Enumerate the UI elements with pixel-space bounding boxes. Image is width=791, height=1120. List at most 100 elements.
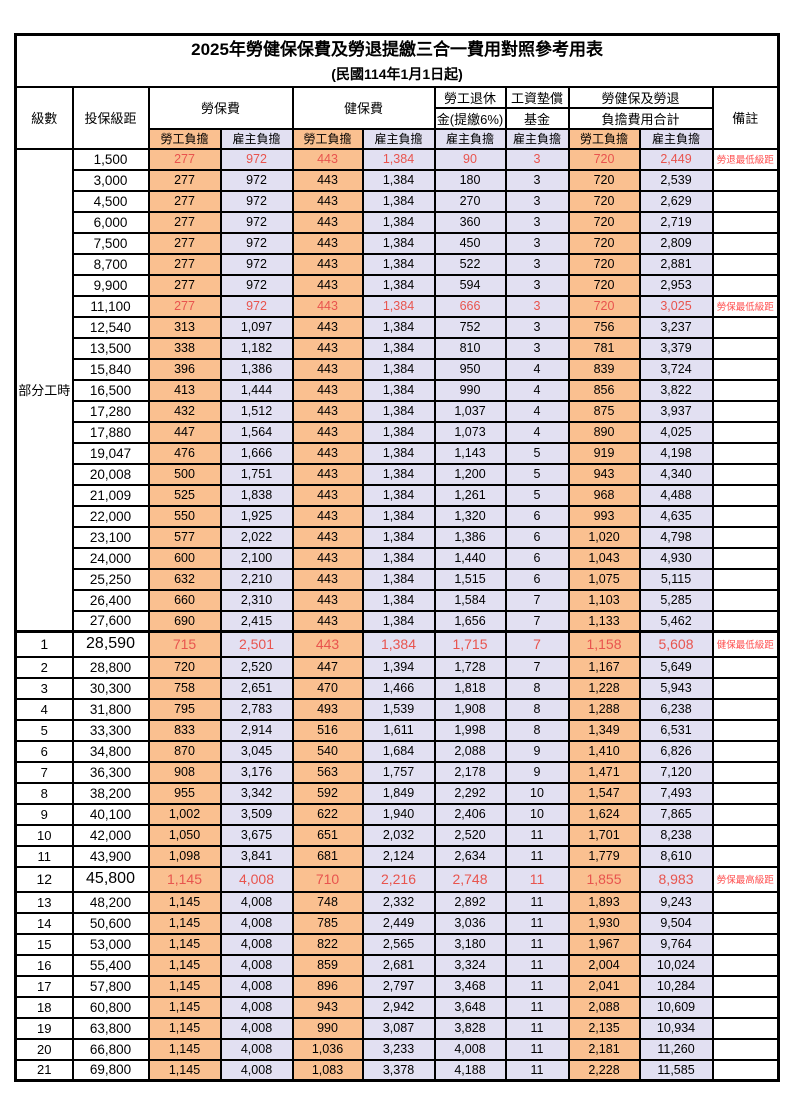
cell-level: 15	[14, 932, 74, 956]
cell-bracket: 11,100	[71, 294, 150, 318]
cell-wage-fund-employer: 11	[504, 953, 570, 977]
cell-bracket: 22,000	[71, 504, 150, 528]
cell-bracket: 38,200	[71, 781, 150, 805]
cell-health-employer: 1,384	[361, 357, 436, 381]
cell-wage-fund-employer: 9	[504, 739, 570, 763]
cell-wage-fund-employer: 3	[504, 252, 570, 276]
cell-health-employee: 822	[291, 932, 364, 956]
cell-total-employee: 720	[567, 273, 641, 297]
cell-wage-fund-employer: 6	[504, 525, 570, 549]
cell-total-employer: 2,629	[638, 189, 714, 213]
cell-level: 18	[14, 995, 74, 1019]
cell-health-employer: 1,384	[361, 231, 436, 255]
cell-total-employee: 1,855	[567, 865, 641, 893]
cell-health-employer: 1,384	[361, 336, 436, 360]
cell-total-employee: 1,410	[567, 739, 641, 763]
header-row-3: 勞工負擔 雇主負擔 勞工負擔 雇主負擔 雇主負擔 雇主負擔 勞工負擔 雇主負擔	[16, 127, 779, 150]
cell-labor-employer: 4,008	[219, 865, 294, 893]
cell-total-employee: 1,103	[567, 588, 641, 612]
table-row: 13,500 338 1,182 443 1,384 810 3 781 3,379	[16, 336, 780, 360]
cell-total-employee: 943	[567, 462, 641, 486]
cell-health-employee: 651	[291, 823, 364, 847]
cell-health-employee: 443	[291, 147, 364, 171]
table-body: 部分工時 1,500 277 972 443 1,384 90 3 720 2,449 勞退最低級距…	[14, 147, 780, 1082]
cell-remark	[711, 525, 780, 549]
cell-total-employer: 7,865	[638, 802, 714, 826]
table-row: 21 69,800 1,145 4,008 1,083 3,378 4,188 11 2,228…	[14, 1058, 780, 1082]
cell-total-employee: 2,041	[567, 974, 641, 998]
cell-bracket: 13,500	[71, 336, 150, 360]
cell-labor-employee: 577	[147, 525, 222, 549]
cell-labor-employee: 1,050	[147, 823, 222, 847]
cell-health-employee: 443	[291, 315, 364, 339]
cell-level: 13	[14, 890, 74, 914]
cell-pension-employer: 180	[433, 168, 507, 192]
cell-labor-employer: 3,509	[219, 802, 294, 826]
cell-wage-fund-employer: 11	[504, 995, 570, 1019]
cell-health-employer: 1,384	[361, 168, 436, 192]
cell-wage-fund-employer: 10	[504, 802, 570, 826]
cell-total-employer: 6,531	[638, 718, 714, 742]
cell-labor-employer: 1,182	[219, 336, 294, 360]
part-time-merged-cell: 部分工時	[14, 147, 74, 633]
cell-total-employer: 3,724	[638, 357, 714, 381]
cell-total-employer: 9,504	[638, 911, 714, 935]
cell-remark	[711, 567, 780, 591]
cell-pension-employer: 3,648	[433, 995, 507, 1019]
header-wage-fund-line1: 工資墊償	[504, 85, 570, 108]
cell-labor-employer: 4,008	[219, 974, 294, 998]
cell-pension-employer: 810	[433, 336, 507, 360]
cell-wage-fund-employer: 11	[504, 932, 570, 956]
cell-remark	[711, 655, 780, 679]
cell-total-employer: 8,983	[638, 865, 714, 893]
cell-total-employer: 2,881	[638, 252, 714, 276]
cell-health-employer: 3,087	[361, 1016, 436, 1040]
cell-pension-employer: 1,818	[433, 676, 507, 700]
cell-bracket: 36,300	[71, 760, 150, 784]
cell-total-employee: 1,228	[567, 676, 641, 700]
cell-total-employer: 3,237	[638, 315, 714, 339]
cell-health-employee: 785	[291, 911, 364, 935]
cell-pension-employer: 3,180	[433, 932, 507, 956]
title-cell: 2025年勞健保保費及勞退提繳三合一費用對照參考用表 (民國114年1月1日起)	[14, 33, 780, 88]
cell-remark	[711, 378, 780, 402]
cell-health-employer: 1,466	[361, 676, 436, 700]
cell-health-employee: 443	[291, 483, 364, 507]
table-row: 3,000 277 972 443 1,384 180 3 720 2,539	[16, 168, 780, 192]
cell-health-employer: 1,940	[361, 802, 436, 826]
cell-health-employer: 1,384	[361, 189, 436, 213]
page-title: 2025年勞健保保費及勞退提繳三合一費用對照參考用表	[191, 39, 603, 59]
cell-labor-employer: 972	[219, 147, 294, 171]
cell-remark	[711, 760, 780, 784]
cell-level: 6	[14, 739, 74, 763]
cell-health-employee: 443	[291, 546, 364, 570]
cell-health-employer: 1,384	[361, 525, 436, 549]
cell-total-employer: 5,285	[638, 588, 714, 612]
cell-bracket: 34,800	[71, 739, 150, 763]
cell-total-employer: 3,822	[638, 378, 714, 402]
cell-total-employer: 11,585	[638, 1058, 714, 1082]
cell-labor-employer: 2,783	[219, 697, 294, 721]
header-total-line1: 勞健保及勞退	[567, 85, 714, 108]
cell-pension-employer: 1,998	[433, 718, 507, 742]
cell-wage-fund-employer: 3	[504, 336, 570, 360]
cell-wage-fund-employer: 4	[504, 420, 570, 444]
cell-health-employee: 443	[291, 504, 364, 528]
table-row: 12 45,800 1,145 4,008 710 2,216 2,748 11 1,855 8,…	[14, 865, 780, 893]
cell-total-employee: 856	[567, 378, 641, 402]
cell-labor-employee: 1,145	[147, 953, 222, 977]
cell-bracket: 26,400	[71, 588, 150, 612]
cell-remark	[711, 718, 780, 742]
cell-remark	[711, 890, 780, 914]
cell-labor-employee: 277	[147, 210, 222, 234]
cell-pension-employer: 1,037	[433, 399, 507, 423]
cell-total-employee: 1,288	[567, 697, 641, 721]
cell-total-employer: 2,539	[638, 168, 714, 192]
cell-pension-employer: 1,320	[433, 504, 507, 528]
subheader-wage-fund-employer: 雇主負擔	[504, 127, 570, 150]
cell-total-employer: 3,025	[638, 294, 714, 318]
cell-labor-employer: 1,386	[219, 357, 294, 381]
cell-level: 1	[14, 630, 74, 658]
cell-labor-employer: 972	[219, 210, 294, 234]
cell-labor-employee: 600	[147, 546, 222, 570]
